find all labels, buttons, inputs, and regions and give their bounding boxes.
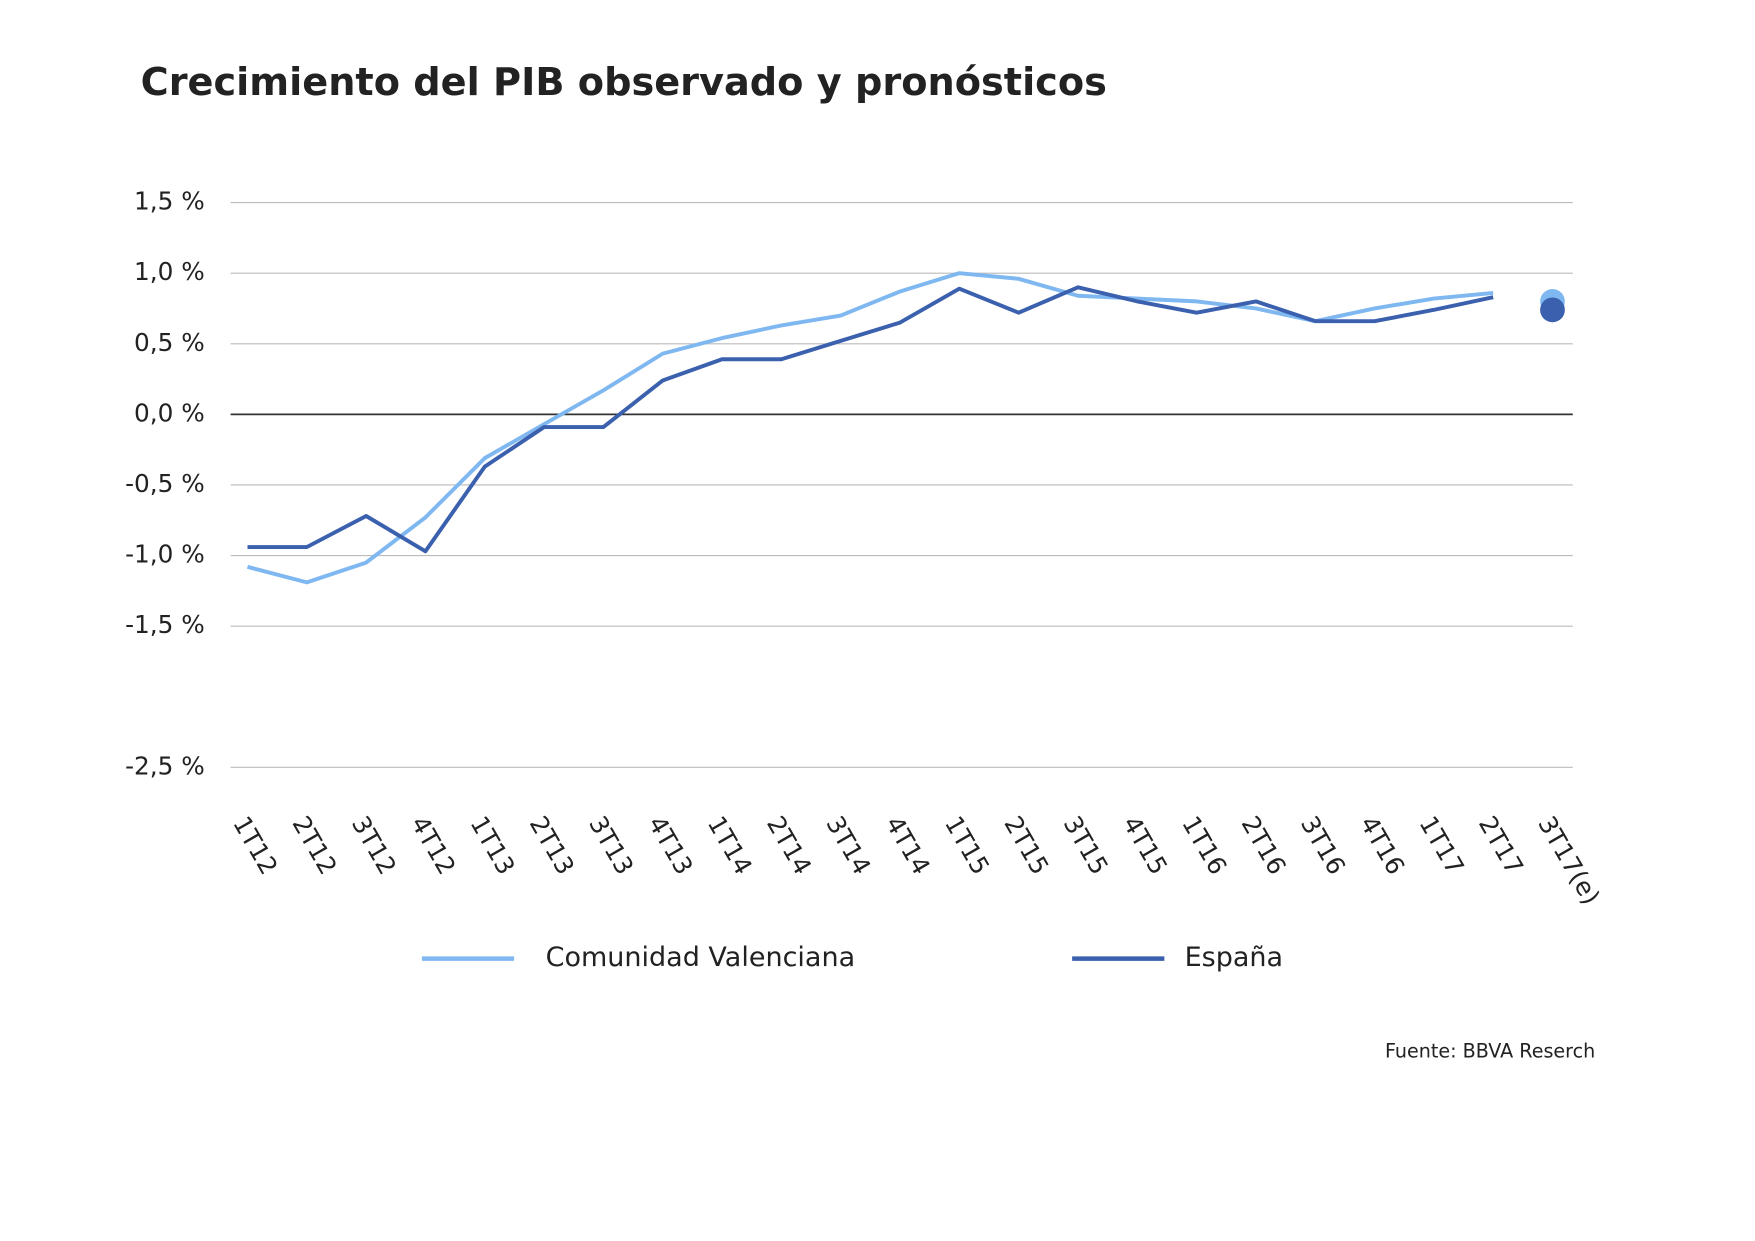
y-tick-label: -1,0 %	[125, 540, 205, 569]
forecast-dot	[1540, 297, 1565, 323]
series-line	[247, 271, 1494, 585]
source: Fuente: BBVA Reserch	[1385, 1039, 1595, 1062]
x-tick-label: 4T13	[642, 811, 698, 880]
x-tick-label: 1T15	[939, 811, 995, 880]
x-tick-label: 2T14	[761, 811, 817, 880]
x-tick-label: 1T12	[227, 811, 283, 880]
x-tick-label: 1T17	[1414, 811, 1470, 880]
x-tick-label: 2T17	[1473, 811, 1529, 880]
y-tick-label: 1,0 %	[134, 257, 205, 286]
x-tick-label: 1T13	[465, 811, 521, 880]
x-tick-label: 2T13	[524, 811, 580, 880]
x-tick-label: 3T17(e)	[1532, 811, 1606, 909]
x-tick-label: 4T16	[1354, 811, 1410, 880]
chart-title: Crecimiento del PIB observado y pronósti…	[141, 60, 1107, 105]
y-tick-label: 0,0 %	[134, 398, 205, 427]
legend-label: España	[1185, 942, 1283, 973]
x-tick-label: 1T14	[702, 811, 758, 880]
x-tick-label: 2T15	[998, 811, 1054, 880]
x-tick-label: 4T15	[1117, 811, 1173, 880]
x-tick-label: 4T14	[880, 811, 936, 880]
x-tick-label: 4T12	[405, 811, 461, 880]
x-tick-label: 1T16	[1176, 811, 1232, 880]
legend-label: Comunidad Valenciana	[546, 942, 856, 973]
x-tick-label: 3T12	[346, 811, 402, 880]
y-tick-label: 1,5 %	[134, 187, 205, 216]
x-tick-label: 3T16	[1295, 811, 1351, 880]
y-tick-label: -0,5 %	[125, 469, 205, 498]
x-tick-label: 2T12	[287, 811, 343, 880]
x-tick-label: 3T15	[1058, 811, 1114, 880]
y-tick-label: -2,5 %	[125, 751, 205, 780]
x-tick-label: 3T14	[820, 811, 876, 880]
y-tick-label: 0,5 %	[134, 328, 205, 357]
x-tick-label: 2T16	[1236, 811, 1292, 880]
series-line	[247, 285, 1494, 554]
y-tick-label: -1,5 %	[125, 610, 205, 639]
x-tick-label: 3T13	[583, 811, 639, 880]
